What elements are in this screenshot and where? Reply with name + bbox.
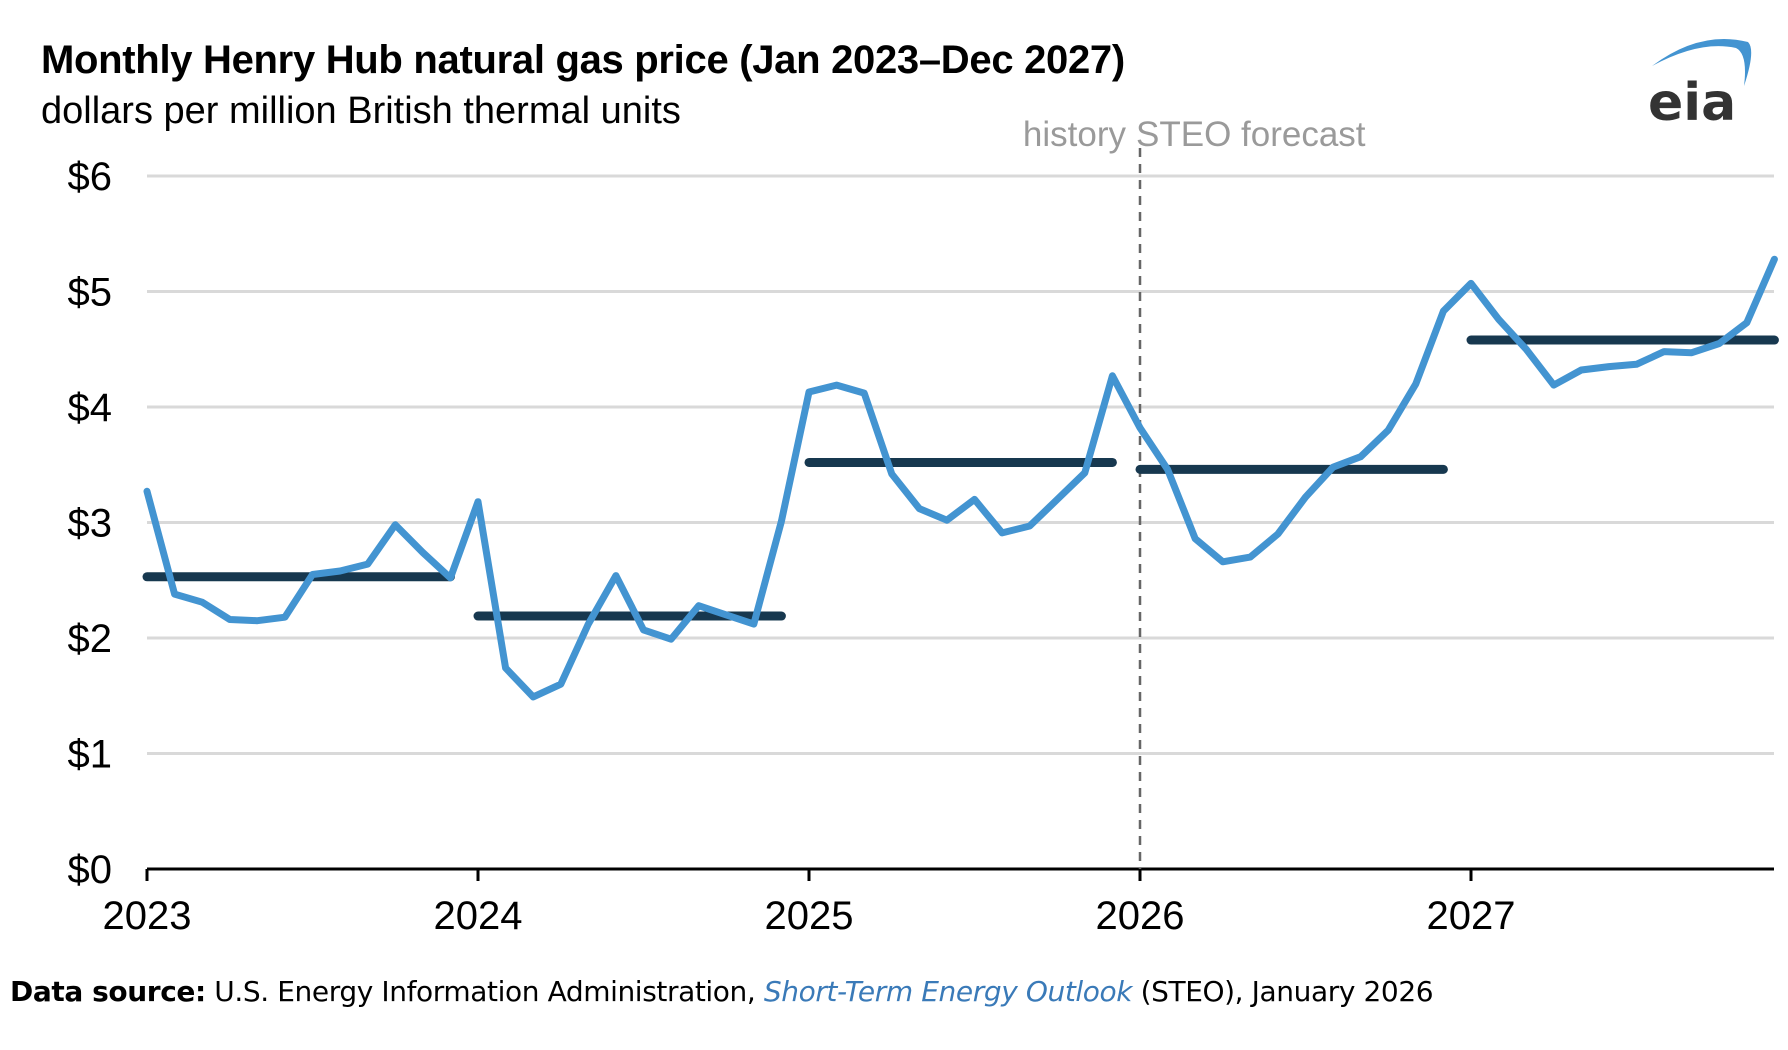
y-tick-label: $5 [68,271,113,315]
x-tick-label: 2025 [765,894,854,938]
x-tick-label: 2027 [1427,894,1516,938]
y-tick-label: $1 [68,733,113,777]
eia-logo: eia [1648,39,1752,132]
x-axis: 2023 2024 2025 2026 2027 [103,867,1774,938]
forecast-divider: history STEO forecast [1023,115,1366,869]
annual-average-lines [142,335,1779,621]
history-label: history [1023,115,1127,154]
y-tick-label: $3 [68,502,113,546]
chart-subtitle: dollars per million British thermal unit… [41,90,681,132]
monthly-price-series [143,255,1778,701]
gridlines [147,174,1774,755]
x-tick-label: 2024 [434,894,523,938]
y-tick-label: $4 [68,386,113,430]
eia-logo-swoosh-icon [1652,39,1752,86]
data-source: Data source: U.S. Energy Information Adm… [10,975,1434,1008]
y-tick-label: $6 [68,155,113,199]
data-source-date: (STEO), January 2026 [1132,975,1434,1008]
data-source-text: U.S. Energy Information Administration, [205,975,764,1008]
x-tick-label: 2023 [103,894,192,938]
y-tick-label: $2 [68,617,113,661]
x-tick-label: 2026 [1096,894,1185,938]
data-source-label: Data source: [10,975,206,1008]
y-tick-label: $0 [68,848,113,892]
y-axis-ticks: $0 $1 $2 $3 $4 $5 $6 [68,155,113,892]
monthly-price-line [143,255,1778,701]
eia-logo-text: eia [1648,73,1736,132]
forecast-label: STEO forecast [1136,115,1366,154]
steo-link[interactable]: Short-Term Energy Outlook [763,975,1133,1008]
chart-title: Monthly Henry Hub natural gas price (Jan… [41,38,1125,82]
